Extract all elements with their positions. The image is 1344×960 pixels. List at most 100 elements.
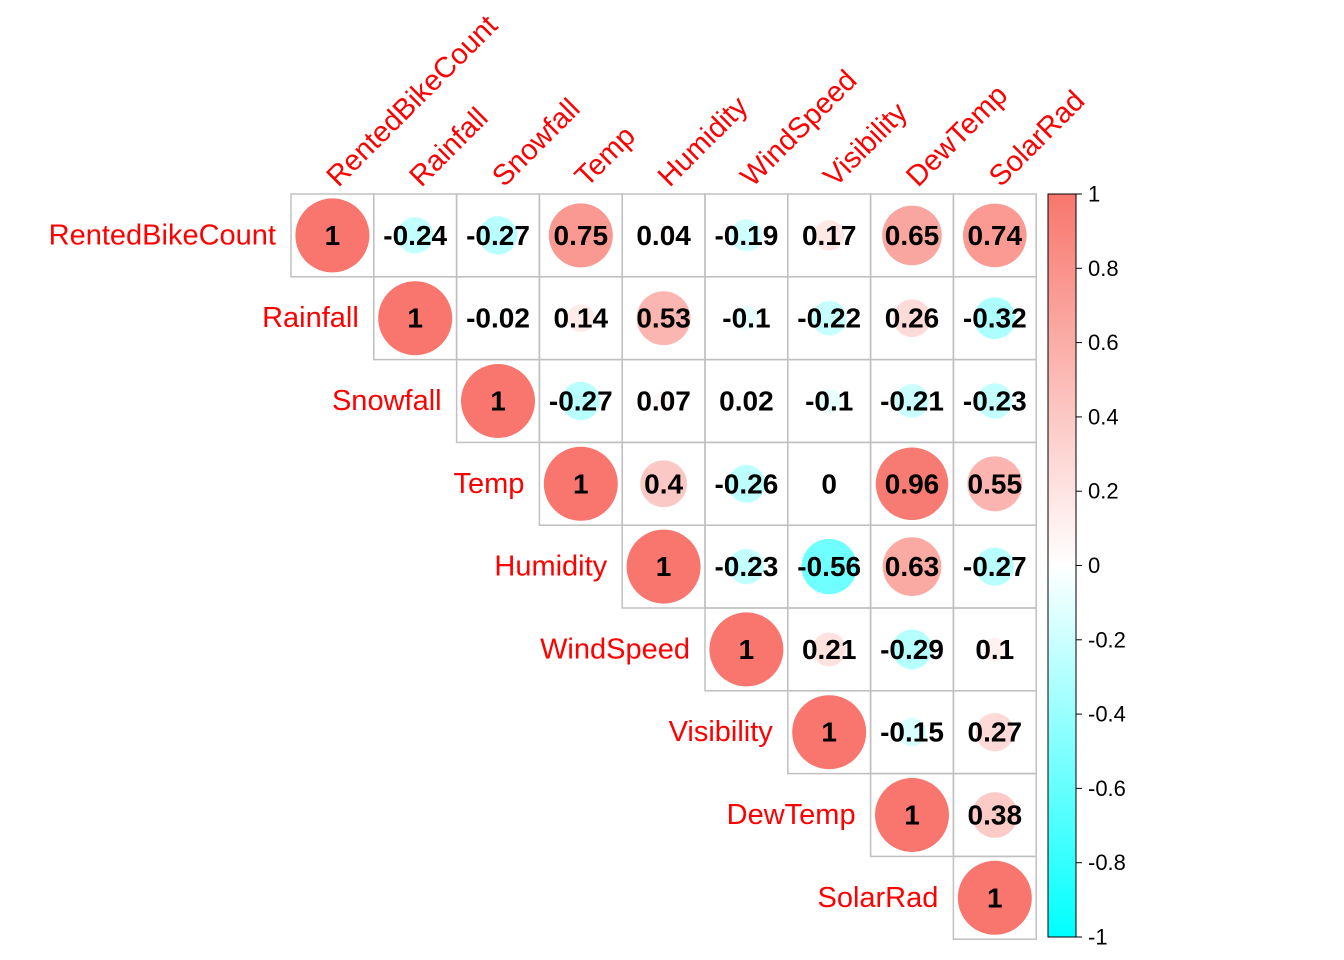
- value-label-Rainfall-Snowfall: -0.02: [466, 303, 530, 334]
- circle-Temp-DewTemp: [875, 447, 949, 521]
- circle-Snowfall-Visibility: [817, 389, 841, 413]
- circle-Visibility-SolarRad: [975, 712, 1015, 752]
- circle-Snowfall-SolarRad: [977, 383, 1013, 419]
- column-label-Temp: Temp: [569, 120, 642, 193]
- value-label-Temp-Visibility: 0: [821, 468, 837, 499]
- circle-SolarRad-SolarRad: [957, 860, 1032, 935]
- value-label-RentedBikeCount-DewTemp: 0.65: [885, 220, 940, 251]
- value-label-Humidity-Visibility: -0.56: [797, 551, 861, 582]
- value-label-RentedBikeCount-Temp: 0.75: [554, 220, 609, 251]
- circle-DewTemp-DewTemp: [875, 778, 949, 852]
- circle-Snowfall-Temp: [561, 381, 601, 421]
- value-label-Rainfall-WindSpeed: -0.1: [722, 303, 770, 334]
- circle-Rainfall-SolarRad: [973, 297, 1016, 340]
- value-label-Temp-SolarRad: 0.55: [968, 468, 1023, 499]
- circle-Rainfall-Visibility: [811, 300, 847, 336]
- legend-tick-label: 0.4: [1088, 404, 1119, 429]
- circle-RentedBikeCount-Humidity: [656, 228, 671, 243]
- circle-Temp-SolarRad: [967, 456, 1023, 512]
- value-label-Rainfall-DewTemp: 0.26: [885, 303, 940, 334]
- circle-RentedBikeCount-Visibility: [813, 220, 845, 251]
- legend-tick-label: 1: [1088, 182, 1100, 207]
- value-label-Humidity-Humidity: 1: [656, 551, 672, 582]
- value-label-Snowfall-Humidity: 0.07: [636, 386, 691, 417]
- value-label-WindSpeed-SolarRad: 0.1: [975, 634, 1014, 665]
- value-label-RentedBikeCount-Rainfall: -0.24: [383, 220, 447, 251]
- value-label-Snowfall-DewTemp: -0.21: [880, 386, 944, 417]
- row-label-WindSpeed: WindSpeed: [540, 633, 690, 665]
- circle-Snowfall-DewTemp: [895, 384, 929, 418]
- circle-WindSpeed-WindSpeed: [709, 612, 784, 687]
- value-label-Temp-WindSpeed: -0.26: [714, 468, 778, 499]
- circle-WindSpeed-Visibility: [812, 632, 847, 667]
- value-label-DewTemp-SolarRad: 0.38: [968, 800, 1023, 831]
- legend-tick-label: 0.6: [1088, 330, 1119, 355]
- row-label-Rainfall: Rainfall: [262, 302, 359, 334]
- circle-Rainfall-WindSpeed: [734, 306, 759, 330]
- circle-RentedBikeCount-Snowfall: [478, 216, 518, 255]
- value-label-Snowfall-Temp: -0.27: [549, 386, 613, 417]
- value-label-Snowfall-SolarRad: -0.23: [963, 386, 1027, 417]
- value-label-Visibility-DewTemp: -0.15: [880, 717, 944, 748]
- value-label-RentedBikeCount-SolarRad: 0.74: [968, 220, 1023, 251]
- value-label-Rainfall-SolarRad: -0.32: [963, 303, 1027, 334]
- circle-Snowfall-WindSpeed: [741, 395, 752, 407]
- value-label-RentedBikeCount-Humidity: 0.04: [636, 220, 691, 251]
- circle-Temp-Temp: [543, 446, 618, 521]
- grid-layer: [290, 193, 1037, 940]
- column-label-Snowfall: Snowfall: [486, 93, 586, 193]
- value-label-RentedBikeCount-Snowfall: -0.27: [466, 220, 530, 251]
- circle-Rainfall-Snowfall: [492, 312, 504, 324]
- row-label-SolarRad: SolarRad: [817, 882, 938, 914]
- circle-Temp-Humidity: [640, 460, 688, 508]
- circle-RentedBikeCount-Temp: [548, 203, 613, 268]
- row-label-Snowfall: Snowfall: [332, 385, 442, 417]
- value-label-Humidity-SolarRad: -0.27: [963, 551, 1027, 582]
- circle-Rainfall-Rainfall: [378, 281, 453, 356]
- circle-Humidity-DewTemp: [882, 537, 942, 596]
- row-label-RentedBikeCount: RentedBikeCount: [49, 219, 276, 251]
- legend-tick-label: -0.4: [1088, 702, 1126, 727]
- value-label-RentedBikeCount-WindSpeed: -0.19: [714, 220, 778, 251]
- value-layer: 1 -0.24 -0.27 0.75 0.04 -0.19 0.17 0.65 0.74 1 -0.…: [325, 220, 1027, 913]
- circle-Visibility-Visibility: [792, 695, 867, 770]
- circle-Humidity-WindSpeed: [728, 548, 765, 585]
- circle-Humidity-Humidity: [626, 529, 701, 604]
- value-label-Snowfall-Snowfall: 1: [490, 386, 506, 417]
- value-label-Rainfall-Rainfall: 1: [407, 303, 423, 334]
- legend-tick-label: -0.8: [1088, 850, 1126, 875]
- circle-WindSpeed-SolarRad: [983, 637, 1007, 662]
- circle-Snowfall-Humidity: [653, 391, 674, 411]
- value-label-Temp-Humidity: 0.4: [644, 468, 683, 499]
- value-label-Snowfall-Visibility: -0.1: [805, 386, 853, 417]
- value-label-WindSpeed-DewTemp: -0.29: [880, 634, 944, 665]
- legend-tick-label: 0.2: [1088, 479, 1119, 504]
- row-labels: RentedBikeCount Rainfall Snowfall Temp Humid…: [49, 219, 939, 913]
- circle-layer: [295, 198, 1032, 935]
- circle-WindSpeed-DewTemp: [892, 629, 932, 670]
- row-label-Humidity: Humidity: [494, 551, 607, 583]
- circle-RentedBikeCount-Rainfall: [397, 217, 434, 254]
- circle-RentedBikeCount-DewTemp: [882, 205, 942, 266]
- legend-tick-label: -1: [1088, 925, 1108, 950]
- value-label-WindSpeed-WindSpeed: 1: [739, 634, 755, 665]
- value-label-Visibility-Visibility: 1: [821, 717, 837, 748]
- circle-Snowfall-Snowfall: [461, 364, 535, 438]
- circle-RentedBikeCount-SolarRad: [962, 203, 1027, 268]
- legend-tick-label: -0.2: [1088, 627, 1126, 652]
- value-label-RentedBikeCount-RentedBikeCount: 1: [325, 220, 341, 251]
- value-label-Humidity-DewTemp: 0.63: [885, 551, 940, 582]
- circle-RentedBikeCount-WindSpeed: [730, 219, 763, 252]
- circle-Temp-WindSpeed: [727, 464, 766, 503]
- circle-Rainfall-Temp: [566, 304, 595, 333]
- value-label-Temp-DewTemp: 0.96: [885, 468, 940, 499]
- circle-DewTemp-SolarRad: [971, 792, 1018, 838]
- value-label-DewTemp-DewTemp: 1: [904, 800, 920, 831]
- cell-SolarRad-SolarRad: [952, 855, 1037, 940]
- legend-tick-label: 0.8: [1088, 256, 1119, 281]
- value-label-WindSpeed-Visibility: 0.21: [802, 634, 857, 665]
- color-legend: 1 0.8 0.6 0.4 0.2 0 -0.2 -0.4 -0.6 -0.8 -1: [1047, 182, 1126, 950]
- row-label-DewTemp: DewTemp: [727, 799, 856, 831]
